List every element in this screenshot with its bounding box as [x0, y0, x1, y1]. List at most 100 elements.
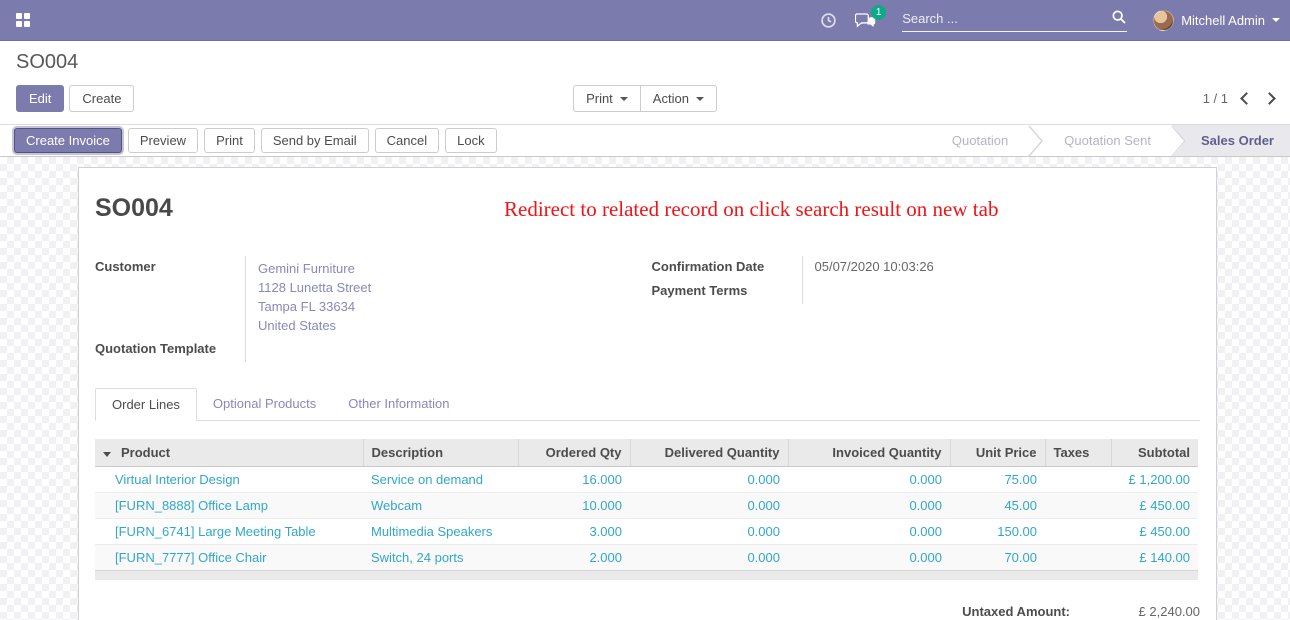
order-line-row[interactable]: Virtual Interior Design Service on deman…	[95, 466, 1198, 493]
statusbar-steps: Quotation Quotation Sent Sales Order	[932, 125, 1290, 156]
action-menus: Print Action	[573, 85, 717, 112]
status-bar: Create Invoice Preview Print Send by Ema…	[0, 125, 1290, 157]
ordered-qty-cell[interactable]: 2.000	[589, 550, 622, 565]
product-link[interactable]: Virtual Interior Design	[115, 472, 240, 487]
totals-section: Untaxed Amount: £ 2,240.00	[95, 604, 1200, 619]
description-cell[interactable]: Service on demand	[371, 472, 484, 487]
annotation-text: Redirect to related record on click sear…	[504, 197, 999, 221]
notebook-tabs: Order Lines Optional Products Other Info…	[95, 388, 1200, 421]
create-button[interactable]: Create	[69, 85, 135, 112]
send-by-email-button[interactable]: Send by Email	[260, 128, 369, 153]
column-header-invoiced-quantity[interactable]: Invoiced Quantity	[788, 439, 951, 467]
subtotal-cell[interactable]: £ 450.00	[1139, 498, 1190, 513]
pager-next-icon[interactable]	[1263, 92, 1276, 105]
ordered-qty-cell[interactable]: 3.000	[589, 524, 622, 539]
step-sales-order[interactable]: Sales Order	[1171, 125, 1290, 156]
ordered-qty-cell[interactable]: 10.000	[582, 498, 622, 513]
cancel-button[interactable]: Cancel	[374, 128, 440, 153]
payment-terms-label: Payment Terms	[651, 283, 748, 298]
customer-value[interactable]: Gemini Furniture 1128 Lunetta Street Tam…	[245, 256, 648, 338]
user-name: Mitchell Admin	[1181, 12, 1265, 28]
subtotal-cell[interactable]: £ 450.00	[1139, 524, 1190, 539]
unit-price-cell[interactable]: 75.00	[1004, 472, 1037, 487]
step-quotation[interactable]: Quotation	[951, 133, 1009, 148]
column-header-product[interactable]: Product	[95, 439, 364, 467]
unit-price-cell[interactable]: 45.00	[1004, 498, 1037, 513]
column-header-unit-price[interactable]: Unit Price	[950, 439, 1046, 467]
payment-terms-value[interactable]	[801, 280, 1192, 304]
pager-previous-icon[interactable]	[1240, 92, 1253, 105]
customer-name-link[interactable]: Gemini Furniture	[258, 261, 355, 276]
control-panel: SO004 Edit Create Print Action 1 / 1	[0, 41, 1290, 125]
delivered-qty-cell[interactable]: 0.000	[747, 472, 780, 487]
print-button[interactable]: Print	[204, 128, 255, 153]
column-header-ordered-qty[interactable]: Ordered Qty	[518, 439, 631, 467]
unit-price-cell[interactable]: 70.00	[1004, 550, 1037, 565]
ordered-qty-cell[interactable]: 16.000	[582, 472, 622, 487]
order-lines-table: Product Description Ordered Qty Delivere…	[95, 439, 1198, 580]
delivered-qty-cell[interactable]: 0.000	[747, 550, 780, 565]
untaxed-amount-label: Untaxed Amount:	[962, 603, 1070, 619]
customer-city: Tampa FL 33634	[258, 299, 356, 314]
delivered-qty-cell[interactable]: 0.000	[747, 524, 780, 539]
description-cell[interactable]: Multimedia Speakers	[371, 524, 493, 539]
invoiced-qty-cell[interactable]: 0.000	[909, 472, 942, 487]
order-lines-body: Virtual Interior Design Service on deman…	[95, 466, 1198, 571]
delivered-qty-cell[interactable]: 0.000	[747, 498, 780, 513]
activities-icon[interactable]	[820, 12, 837, 29]
invoiced-qty-cell[interactable]: 0.000	[909, 524, 942, 539]
column-header-description[interactable]: Description	[363, 439, 519, 467]
product-link[interactable]: [FURN_8888] Office Lamp	[115, 498, 268, 513]
product-link[interactable]: [FURN_7777] Office Chair	[115, 550, 267, 565]
caret-down-icon	[619, 96, 628, 101]
caret-down-icon	[1272, 18, 1280, 22]
edit-button[interactable]: Edit	[16, 85, 65, 112]
action-menu-button[interactable]: Action	[640, 85, 717, 112]
column-header-delivered-quantity[interactable]: Delivered Quantity	[630, 439, 789, 467]
order-line-row[interactable]: [FURN_8888] Office Lamp Webcam 10.000 0.…	[95, 492, 1198, 519]
form-sheet: SO004 Redirect to related record on clic…	[78, 167, 1217, 620]
unit-price-cell[interactable]: 150.00	[997, 524, 1037, 539]
search-icon[interactable]	[1111, 9, 1127, 28]
quotation-template-value[interactable]	[245, 338, 648, 362]
customer-label: Customer	[95, 259, 156, 274]
form-view-background: SO004 Redirect to related record on clic…	[0, 157, 1290, 620]
invoiced-qty-cell[interactable]: 0.000	[909, 550, 942, 565]
customer-country: United States	[258, 318, 337, 333]
user-menu[interactable]: Mitchell Admin	[1153, 9, 1280, 31]
table-footer-strip	[95, 570, 1198, 580]
description-cell[interactable]: Webcam	[371, 498, 423, 513]
tab-other-information[interactable]: Other Information	[348, 396, 450, 411]
apps-menu-icon[interactable]	[10, 7, 36, 33]
lock-button[interactable]: Lock	[445, 128, 497, 153]
order-line-row[interactable]: [FURN_7777] Office Chair Switch, 24 port…	[95, 544, 1198, 571]
product-link[interactable]: [FURN_6741] Large Meeting Table	[115, 524, 316, 539]
untaxed-amount-value: £ 2,240.00	[1138, 603, 1200, 619]
preview-button[interactable]: Preview	[127, 128, 199, 153]
messages-badge: 1	[871, 4, 887, 20]
confirmation-date-label: Confirmation Date	[651, 259, 765, 274]
apps-grid-icon	[16, 13, 30, 27]
tab-optional-products[interactable]: Optional Products	[212, 396, 317, 411]
create-invoice-button[interactable]: Create Invoice	[14, 128, 122, 153]
record-name: SO004	[95, 194, 173, 222]
print-menu-label: Print	[586, 91, 613, 106]
confirmation-date-value: 05/07/2020 10:03:26	[801, 256, 1192, 280]
messages-icon[interactable]: 1	[855, 4, 887, 29]
avatar	[1153, 9, 1175, 31]
invoiced-qty-cell[interactable]: 0.000	[909, 498, 942, 513]
step-quotation-sent[interactable]: Quotation Sent	[1064, 133, 1151, 148]
action-menu-label: Action	[652, 91, 689, 106]
tab-order-lines[interactable]: Order Lines	[95, 388, 197, 421]
caret-down-icon	[695, 96, 704, 101]
column-header-taxes[interactable]: Taxes	[1045, 439, 1112, 467]
print-menu-button[interactable]: Print	[573, 85, 641, 112]
order-line-row[interactable]: [FURN_6741] Large Meeting Table Multimed…	[95, 518, 1198, 545]
subtotal-cell[interactable]: £ 140.00	[1139, 550, 1190, 565]
description-cell[interactable]: Switch, 24 ports	[371, 550, 464, 565]
subtotal-cell[interactable]: £ 1,200.00	[1128, 472, 1190, 487]
customer-street: 1128 Lunetta Street	[258, 280, 372, 295]
column-header-subtotal[interactable]: Subtotal	[1111, 439, 1198, 467]
search-input[interactable]	[902, 10, 1112, 26]
